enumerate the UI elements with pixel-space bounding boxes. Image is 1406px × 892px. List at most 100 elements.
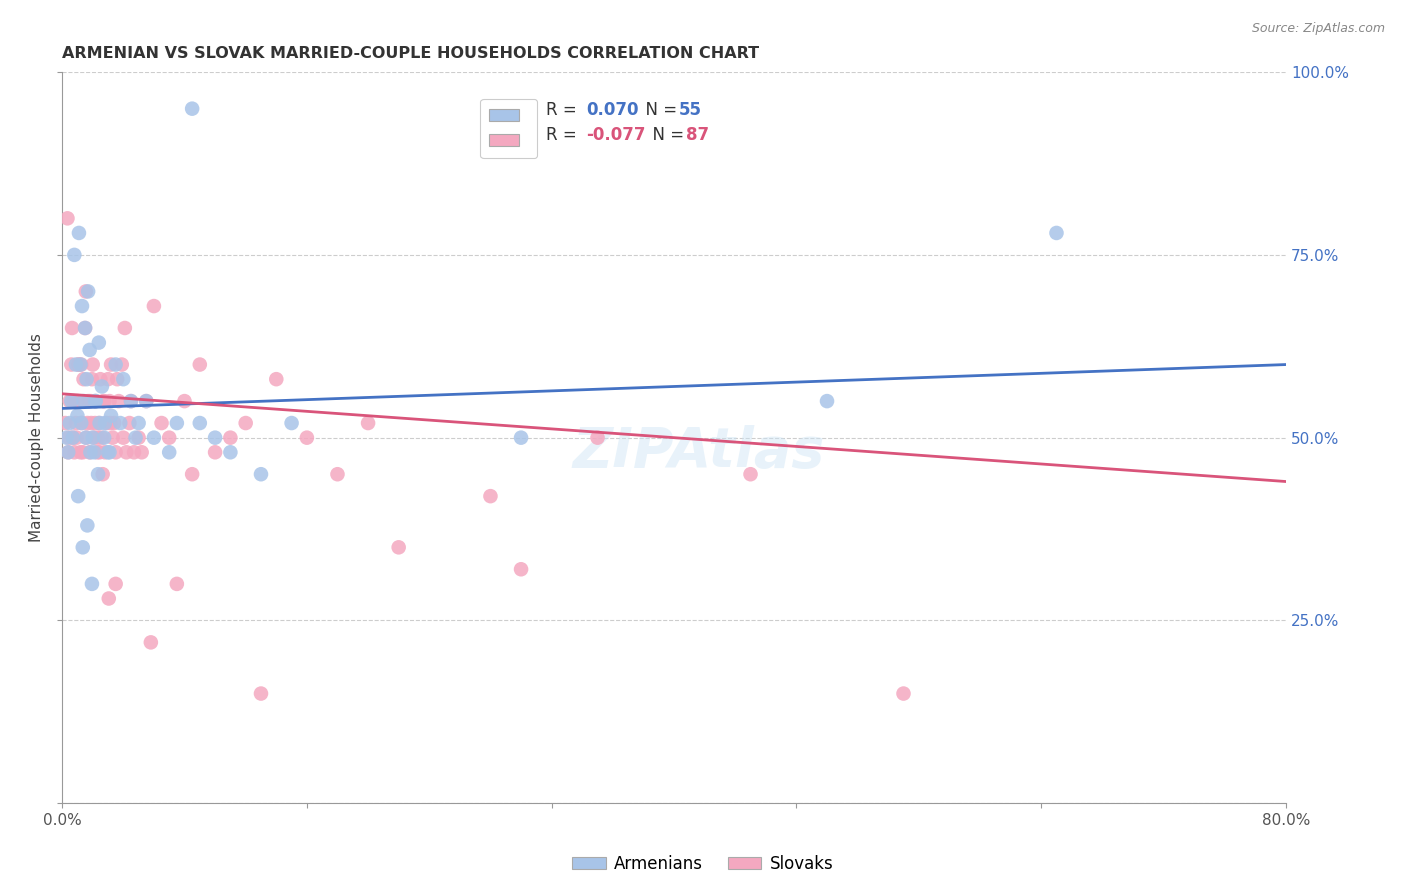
- Point: [79, 394, 101, 409]
- Point: [65, 416, 87, 430]
- Point: [66, 409, 89, 423]
- Point: [250, 467, 273, 482]
- Point: [107, 394, 129, 409]
- Text: 87: 87: [686, 126, 710, 145]
- Point: [100, 409, 122, 423]
- Point: [70, 358, 93, 372]
- Point: [166, 577, 188, 591]
- Point: [84, 416, 107, 430]
- Point: [65, 358, 87, 372]
- Point: [510, 431, 533, 445]
- Point: [295, 431, 318, 445]
- Text: 55: 55: [679, 101, 702, 119]
- Point: [75, 431, 97, 445]
- Point: [142, 299, 165, 313]
- Point: [84, 394, 107, 409]
- Point: [122, 445, 145, 459]
- Point: [204, 445, 226, 459]
- Point: [188, 358, 211, 372]
- Point: [87, 467, 110, 482]
- Point: [93, 394, 115, 409]
- Point: [77, 394, 100, 409]
- Point: [63, 248, 86, 262]
- Point: [75, 285, 97, 299]
- Point: [128, 416, 150, 430]
- Point: [59, 416, 82, 430]
- Point: [80, 416, 103, 430]
- Point: [96, 416, 118, 430]
- Point: [124, 431, 146, 445]
- Point: [80, 372, 103, 386]
- Point: [70, 416, 93, 430]
- Point: [53, 416, 76, 430]
- Text: -0.077: -0.077: [586, 126, 645, 145]
- Point: [87, 416, 110, 430]
- Point: [91, 467, 114, 482]
- Point: [70, 416, 93, 430]
- Point: [131, 445, 153, 459]
- Point: [586, 431, 609, 445]
- Point: [60, 321, 83, 335]
- Point: [84, 394, 107, 409]
- Point: [56, 211, 79, 226]
- Point: [58, 445, 80, 459]
- Point: [76, 416, 98, 430]
- Point: [89, 416, 111, 430]
- Point: [510, 562, 533, 576]
- Point: [157, 431, 180, 445]
- Legend: , : ,: [481, 99, 537, 158]
- Point: [204, 431, 226, 445]
- Point: [115, 445, 138, 459]
- Legend: Armenians, Slovaks: Armenians, Slovaks: [565, 848, 841, 880]
- Point: [60, 358, 83, 372]
- Point: [79, 445, 101, 459]
- Y-axis label: Married-couple Households: Married-couple Households: [30, 334, 44, 542]
- Point: [67, 226, 90, 240]
- Point: [59, 394, 82, 409]
- Point: [97, 445, 120, 459]
- Point: [100, 358, 122, 372]
- Point: [357, 416, 380, 430]
- Point: [1045, 226, 1067, 240]
- Point: [280, 416, 302, 430]
- Point: [111, 358, 134, 372]
- Point: [83, 445, 105, 459]
- Text: R =: R =: [546, 126, 582, 145]
- Point: [128, 431, 150, 445]
- Point: [173, 394, 195, 409]
- Point: [120, 394, 142, 409]
- Point: [62, 394, 84, 409]
- Point: [98, 394, 121, 409]
- Text: 0.070: 0.070: [586, 101, 638, 119]
- Point: [67, 489, 90, 503]
- Point: [89, 445, 111, 459]
- Text: ARMENIAN VS SLOVAK MARRIED-COUPLE HOUSEHOLDS CORRELATION CHART: ARMENIAN VS SLOVAK MARRIED-COUPLE HOUSEH…: [62, 46, 759, 62]
- Point: [62, 431, 84, 445]
- Point: [181, 102, 204, 116]
- Point: [67, 358, 90, 372]
- Point: [72, 445, 94, 459]
- Point: [72, 372, 94, 386]
- Point: [166, 416, 188, 430]
- Point: [84, 394, 107, 409]
- Point: [66, 394, 89, 409]
- Point: [73, 321, 96, 335]
- Point: [94, 416, 117, 430]
- Point: [235, 416, 257, 430]
- Point: [98, 445, 121, 459]
- Point: [181, 467, 204, 482]
- Point: [97, 591, 120, 606]
- Point: [118, 416, 141, 430]
- Point: [112, 372, 135, 386]
- Point: [72, 394, 94, 409]
- Point: [135, 394, 157, 409]
- Point: [90, 431, 112, 445]
- Point: [82, 431, 104, 445]
- Point: [326, 467, 349, 482]
- Point: [139, 635, 162, 649]
- Point: [157, 445, 180, 459]
- Point: [104, 577, 127, 591]
- Point: [77, 285, 100, 299]
- Text: N =: N =: [643, 126, 689, 145]
- Point: [110, 416, 132, 430]
